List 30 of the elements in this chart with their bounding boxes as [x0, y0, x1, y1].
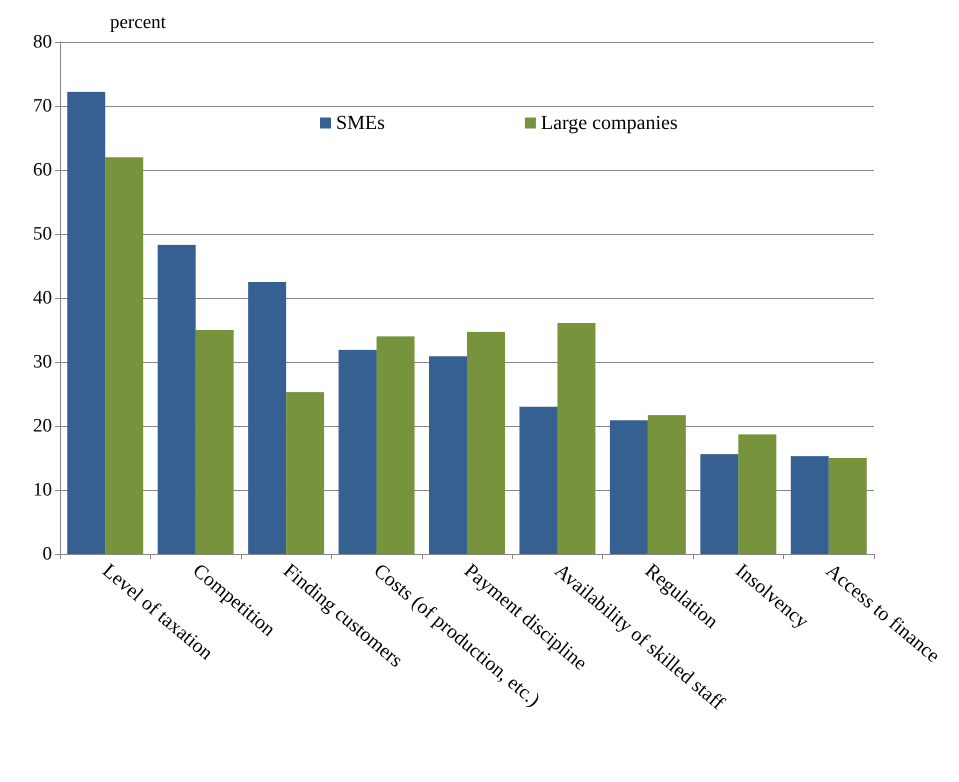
bar: [557, 322, 596, 554]
bar: [158, 244, 196, 554]
bar: [790, 456, 829, 554]
bar: [286, 392, 324, 554]
bar: [376, 336, 415, 554]
y-tick-label: 60: [33, 160, 52, 180]
y-axis-title: percent: [110, 12, 167, 33]
y-tick-label: 20: [33, 416, 52, 436]
bar: [196, 330, 234, 554]
bar: [67, 92, 106, 554]
legend-label: SMEs: [336, 112, 386, 134]
y-tick-label: 10: [33, 480, 52, 500]
bar: [519, 406, 558, 554]
y-tick-label: 40: [33, 288, 52, 308]
y-tick-label: 30: [33, 352, 52, 372]
bar: [105, 157, 144, 554]
bar: [429, 356, 467, 554]
y-tick-label: 70: [33, 96, 52, 116]
bar: [338, 350, 377, 554]
y-tick-label: 50: [33, 224, 52, 244]
y-tick-label: 0: [42, 544, 52, 564]
bar: [738, 434, 776, 554]
bar: [828, 458, 867, 554]
bar: [700, 454, 738, 554]
y-tick-label: 80: [33, 32, 52, 52]
legend-label: Large companies: [540, 112, 678, 134]
bar: [467, 332, 505, 554]
bar: [648, 415, 686, 554]
bar: [610, 420, 648, 554]
bar: [248, 282, 286, 554]
